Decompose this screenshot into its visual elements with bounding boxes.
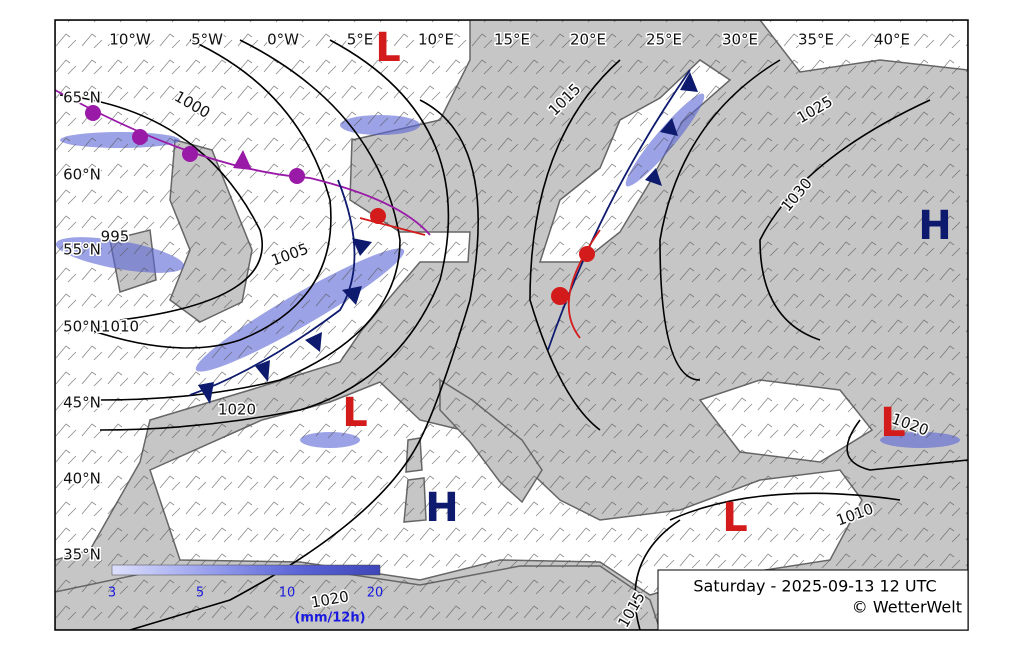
isobar-label: 1010 [101, 318, 139, 336]
legend-unit: (mm/12h) [294, 611, 365, 626]
legend-tick: 5 [196, 586, 204, 601]
lon-label: 25°E [646, 31, 682, 49]
lat-label: 40°N [63, 470, 101, 488]
wind-barbs [55, 20, 968, 630]
lon-label: 40°E [874, 31, 910, 49]
lon-label: 20°E [570, 31, 606, 49]
valid-time: Saturday - 2025-09-13 12 UTC [693, 577, 936, 596]
lat-label: 35°N [63, 546, 101, 564]
legend-tick: 10 [279, 586, 296, 601]
isobar-label: 995 [101, 228, 130, 246]
credit: © WetterWelt [852, 598, 962, 617]
lat-label: 55°N [63, 241, 101, 259]
lat-label: 65°N [63, 89, 101, 107]
lon-label: 15°E [494, 31, 530, 49]
pressure-center: L [375, 25, 401, 71]
lon-label: 5°W [191, 31, 223, 49]
lon-label: 5°E [347, 31, 374, 49]
fronts [55, 69, 698, 404]
isobar-label: 1020 [218, 401, 256, 419]
legend-tick: 20 [367, 586, 384, 601]
isobars [59, 39, 968, 630]
lon-label: 35°E [798, 31, 834, 49]
lon-label: 10°E [418, 31, 454, 49]
pressure-center: L [722, 495, 748, 541]
map-body: 10°W 5°W 0°W 5°E 10°E 15°E 20°E 25°E 30°E 35°E 40°… [55, 20, 968, 630]
lon-label: 0°W [267, 31, 299, 49]
lon-label: 30°E [722, 31, 758, 49]
pressure-center: L [880, 400, 906, 446]
legend-tick: 3 [108, 586, 116, 601]
pressure-center: H [425, 485, 458, 531]
map-frame [54, 19, 969, 631]
lon-label: 10°W [109, 31, 151, 49]
legend: (mm/12h) 3 5 10 20 [108, 586, 383, 626]
lat-label: 60°N [63, 166, 101, 184]
lat-label: 45°N [63, 394, 101, 412]
pressure-center: L [342, 390, 368, 436]
legend-bar [111, 564, 381, 576]
pressure-center: H [918, 203, 951, 249]
info-box [657, 569, 969, 631]
lat-label: 50°N [63, 318, 101, 336]
